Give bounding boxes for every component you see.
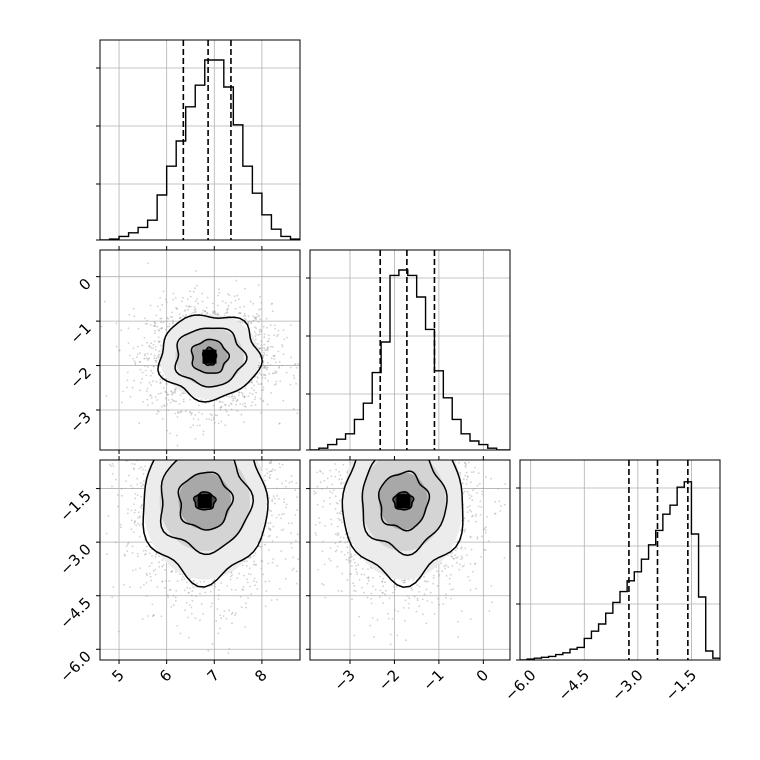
contour-line-3	[192, 491, 217, 511]
axes-frame	[309, 459, 511, 661]
density-panel-p0-p1	[96, 246, 301, 454]
y-tick-label: −1	[66, 319, 94, 347]
density-panel-p1-p2	[306, 456, 511, 664]
x-tick-label: −6.0	[501, 666, 539, 704]
x-tick-label: −3.0	[608, 666, 646, 704]
x-tick-label: 6	[156, 666, 175, 685]
x-tick-label: −2	[375, 666, 403, 694]
y-tick-label: −3	[66, 408, 94, 436]
y-tick-label: −6.0	[56, 647, 94, 685]
x-tick-label: −1.5	[662, 666, 700, 704]
x-tick-label: 5	[108, 666, 127, 685]
density-panel-p0-p2	[96, 456, 301, 664]
x-tick-label: 8	[251, 666, 270, 685]
contour-line-0	[142, 460, 269, 588]
contour-line-1	[174, 327, 248, 388]
histogram-panel-p1	[306, 249, 511, 451]
contour-line-2	[177, 471, 235, 531]
density-peak	[197, 494, 212, 509]
contour-line-1	[159, 460, 255, 556]
axes-frame	[99, 39, 301, 241]
y-tick-label: −2	[66, 364, 94, 392]
axes-frame	[99, 249, 301, 451]
x-tick-label: −4.5	[555, 666, 593, 704]
histogram-panel-p0	[96, 39, 301, 241]
histogram-panel-p2	[516, 459, 721, 661]
y-tick-label: −1.5	[56, 487, 94, 525]
histogram-step-p1	[310, 269, 510, 450]
contour-line-0	[157, 314, 263, 403]
x-tick-label: −1	[419, 666, 447, 694]
histogram-step-p0	[100, 59, 300, 240]
y-tick-label: −4.5	[56, 594, 94, 632]
contour-line-3	[201, 346, 218, 367]
contour-line-2	[190, 338, 231, 374]
density-peak	[396, 494, 411, 509]
x-tick-label: 7	[204, 666, 223, 685]
histogram-step-p2	[520, 481, 720, 660]
contour-line-3	[392, 491, 415, 511]
contour-line-0	[341, 460, 464, 588]
axes-frame	[519, 459, 721, 661]
axes-frame	[99, 459, 301, 661]
y-tick-label: −3.0	[56, 540, 94, 578]
y-tick-label: 0	[75, 275, 94, 294]
x-tick-label: −3	[330, 666, 358, 694]
density-peak	[202, 349, 217, 364]
contour-line-1	[361, 460, 448, 557]
axes-frame	[309, 249, 511, 451]
x-tick-label: 0	[473, 666, 492, 685]
contour-line-2	[377, 470, 431, 532]
